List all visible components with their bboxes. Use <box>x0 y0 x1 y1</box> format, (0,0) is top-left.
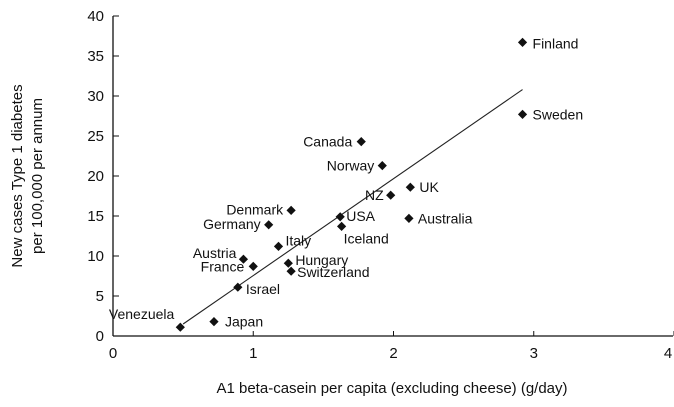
point-label-norway: Norway <box>327 158 374 174</box>
data-point-france <box>248 261 258 271</box>
y-tick-label: 15 <box>87 208 104 225</box>
y-axis-title-line-1: New cases Type 1 diabetes <box>9 84 26 267</box>
axes <box>112 16 673 337</box>
y-tick-label: 10 <box>87 248 104 265</box>
x-tick-label: 1 <box>249 345 257 362</box>
data-point-norway <box>377 161 387 171</box>
data-point-canada <box>356 137 366 147</box>
data-point-usa <box>335 212 345 222</box>
point-label-denmark: Denmark <box>226 201 284 217</box>
data-point-iceland <box>337 221 347 231</box>
point-label-finland: Finland <box>533 35 579 51</box>
y-axis-title-line-2: per 100,000 per annum <box>29 98 46 254</box>
data-point-uk <box>405 182 415 192</box>
data-point-finland <box>517 37 528 47</box>
point-label-venezuela: Venezuela <box>109 306 175 322</box>
data-point-israel <box>233 282 243 292</box>
data-point-switzerland <box>286 266 296 276</box>
y-axis-title: New cases Type 1 diabetes per 100,000 pe… <box>9 84 46 267</box>
x-tick-label: 0 <box>109 345 117 362</box>
y-tick-label: 5 <box>96 288 104 305</box>
point-label-sweden: Sweden <box>533 106 584 122</box>
y-tick-label: 20 <box>87 168 104 185</box>
data-point-japan <box>209 317 219 327</box>
point-label-iceland: Iceland <box>344 230 389 246</box>
y-tick-label: 35 <box>87 48 104 65</box>
data-point-sweden <box>517 109 528 119</box>
point-label-canada: Canada <box>303 134 352 150</box>
data-point-venezuela <box>175 322 185 332</box>
point-label-japan: Japan <box>225 314 263 330</box>
data-point-australia <box>404 213 414 223</box>
y-tick-label: 25 <box>87 128 104 145</box>
point-label-germany: Germany <box>203 216 261 232</box>
x-tick-label: 2 <box>389 345 397 362</box>
point-label-italy: Italy <box>285 232 311 248</box>
data-point-hungary <box>283 258 293 268</box>
data-point-italy <box>273 241 284 251</box>
x-axis-title: A1 beta-casein per capita (excluding che… <box>216 380 567 397</box>
point-label-uk: UK <box>419 179 439 195</box>
data-point-germany <box>264 220 274 230</box>
point-label-hungary: Hungary <box>295 252 348 268</box>
point-label-austria: Austria <box>193 245 237 261</box>
point-label-israel: Israel <box>246 281 280 297</box>
x-tick-label: 4 <box>664 345 672 362</box>
point-label-usa: USA <box>346 208 375 224</box>
data-point-nz <box>386 190 396 200</box>
y-tick-label: 0 <box>96 328 104 345</box>
y-tick-label: 40 <box>87 8 104 25</box>
point-label-switzerland: Switzerland <box>297 264 369 280</box>
point-label-france: France <box>201 258 245 274</box>
point-label-nz: NZ <box>365 187 384 203</box>
x-tick-label: 3 <box>530 345 538 362</box>
point-label-australia: Australia <box>418 210 473 226</box>
y-tick-label: 30 <box>87 88 104 105</box>
data-point-austria <box>238 254 249 264</box>
data-point-denmark <box>286 205 296 215</box>
